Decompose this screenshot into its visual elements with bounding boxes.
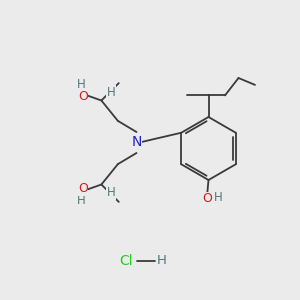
Text: H: H — [106, 85, 116, 99]
Text: N: N — [131, 136, 142, 149]
Text: H: H — [76, 194, 85, 207]
Text: O: O — [78, 182, 88, 195]
Text: H: H — [76, 78, 85, 91]
Text: O: O — [202, 192, 211, 206]
Text: H: H — [157, 254, 166, 268]
Text: O: O — [78, 90, 88, 103]
Text: Cl: Cl — [119, 254, 133, 268]
Text: H: H — [214, 190, 223, 204]
Text: H: H — [106, 186, 116, 200]
